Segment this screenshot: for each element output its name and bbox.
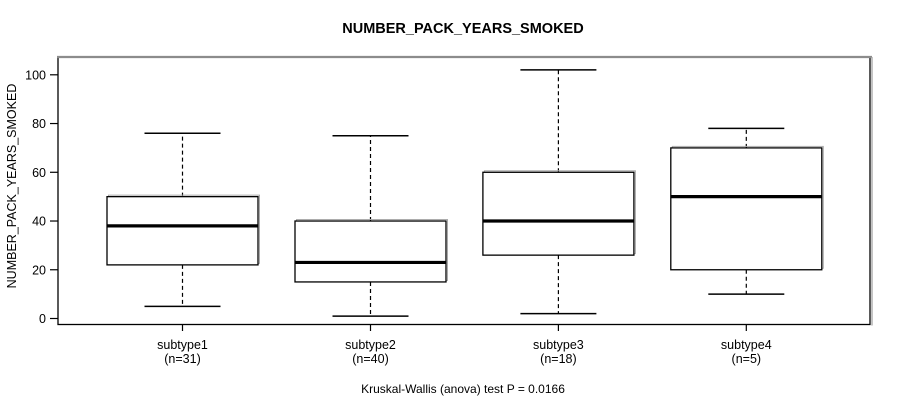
x-count-label: (n=5) <box>732 352 762 366</box>
x-category-label: subtype1 <box>157 338 208 352</box>
iqr-box <box>482 171 635 256</box>
iqr-box <box>106 195 259 266</box>
x-count-label: (n=31) <box>164 352 200 366</box>
box-subtype3 <box>482 69 636 315</box>
x-category-label: subtype4 <box>721 338 772 352</box>
x-count-label: (n=18) <box>540 352 576 366</box>
plot-region: 0 20 40 60 80 100 subtype1(n=31) subtype2(n=40)… <box>25 55 873 366</box>
box-subtype2 <box>294 134 448 317</box>
iqr-box <box>294 220 447 283</box>
y-tick-label: 40 <box>32 215 46 229</box>
y-axis-label: NUMBER_PACK_YEARS_SMOKED <box>5 84 19 289</box>
iqr-box <box>670 147 823 271</box>
x-category-label: subtype2 <box>345 338 396 352</box>
x-count-label: (n=40) <box>352 352 388 366</box>
y-tick-label: 100 <box>25 68 46 82</box>
x-category-label: subtype3 <box>533 338 584 352</box>
box-subtype1 <box>106 132 260 308</box>
chart-title: NUMBER_PACK_YEARS_SMOKED <box>342 21 583 37</box>
box-subtype4 <box>670 127 824 295</box>
y-tick-label: 60 <box>32 166 46 180</box>
kruskal-wallis-caption: Kruskal-Wallis (anova) test P = 0.0166 <box>361 382 565 396</box>
y-tick-label: 0 <box>39 312 46 326</box>
y-tick-label: 20 <box>32 263 46 277</box>
y-tick-label: 80 <box>32 117 46 131</box>
